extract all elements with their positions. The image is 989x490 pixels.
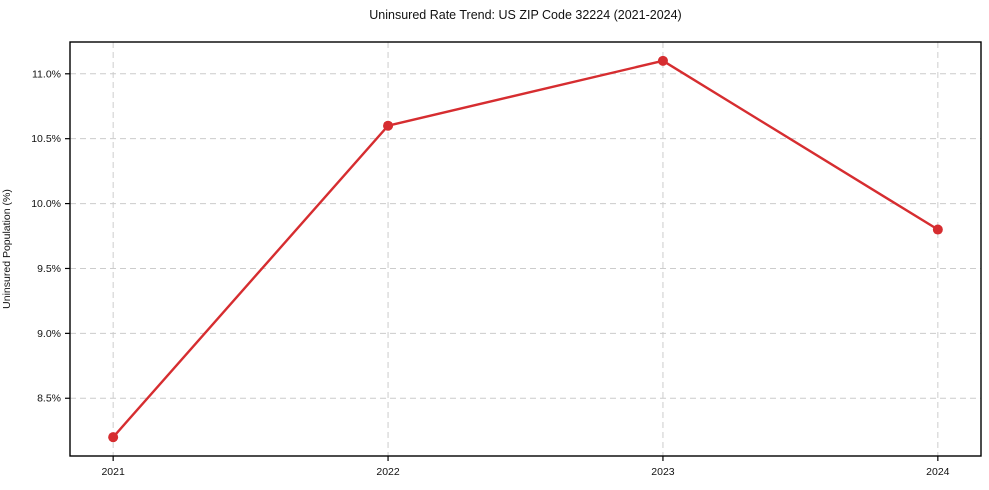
data-line <box>111 59 940 439</box>
y-axis-label: Uninsured Population (%) <box>1 189 13 309</box>
y-tick-label: 10.5% <box>31 133 61 145</box>
x-tick-label: 2024 <box>926 466 950 478</box>
x-tick-label: 2023 <box>651 466 675 478</box>
data-point <box>657 55 668 66</box>
x-tick-label: 2021 <box>101 466 125 478</box>
data-point <box>108 432 119 443</box>
y-tick-label: 9.5% <box>37 263 61 275</box>
y-tick-label: 9.0% <box>37 328 61 340</box>
chart-title: Uninsured Rate Trend: US ZIP Code 32224 … <box>369 8 682 22</box>
y-tick-label: 10.0% <box>31 198 61 210</box>
data-point <box>383 120 394 131</box>
y-tick-label: 8.5% <box>37 393 61 405</box>
y-tick-label: 11.0% <box>32 68 61 80</box>
x-tick-label: 2022 <box>376 466 400 478</box>
plot-border <box>69 41 982 457</box>
data-point <box>932 224 943 235</box>
